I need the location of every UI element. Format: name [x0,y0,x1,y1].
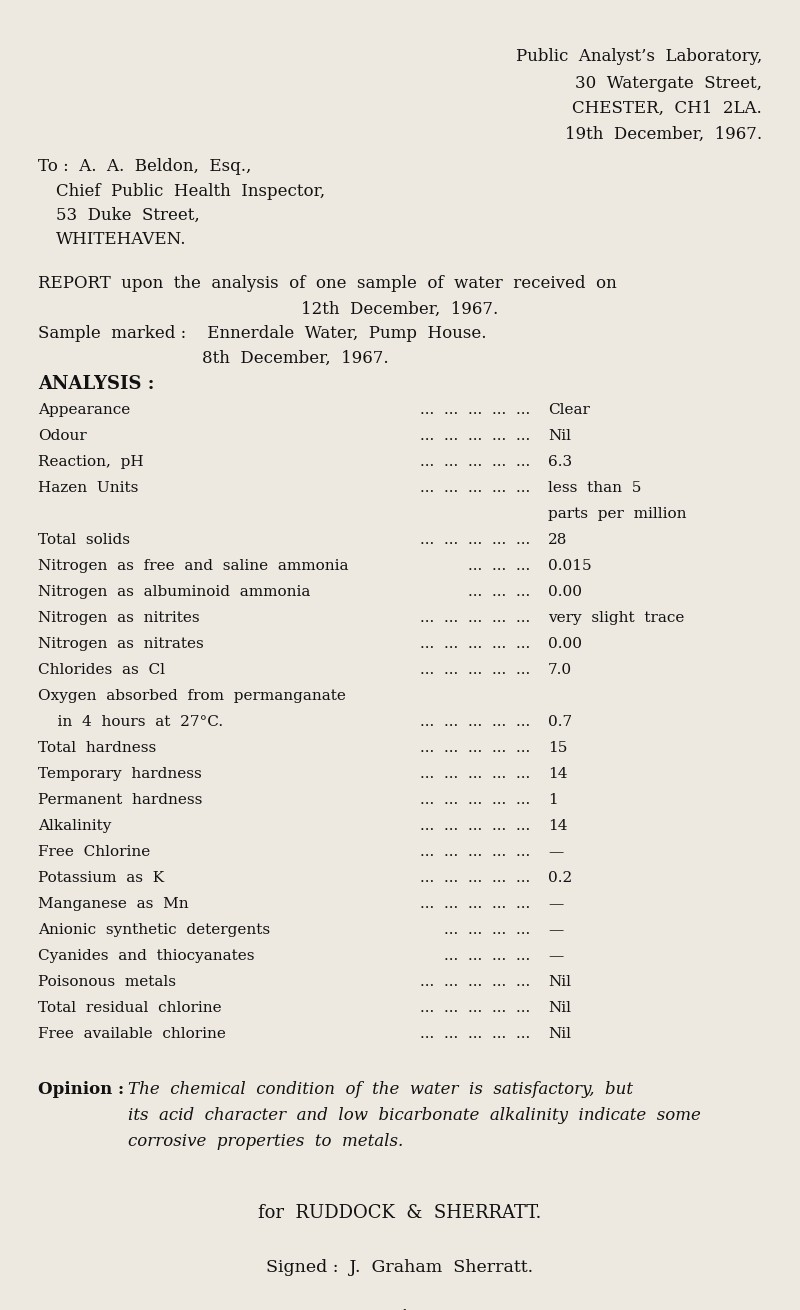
Text: 8th  December,  1967.: 8th December, 1967. [202,350,388,367]
Text: ...  ...  ...  ...  ...: ... ... ... ... ... [420,766,530,781]
Text: Permanent  hardness: Permanent hardness [38,793,202,807]
Text: ...  ...  ...  ...  ...: ... ... ... ... ... [420,428,530,443]
Text: Total  solids: Total solids [38,533,130,548]
Text: Anionic  synthetic  detergents: Anionic synthetic detergents [38,924,270,937]
Text: 12th  December,  1967.: 12th December, 1967. [302,301,498,318]
Text: WHITEHAVEN.: WHITEHAVEN. [56,231,186,248]
Text: Clear: Clear [548,403,590,417]
Text: Appearance: Appearance [38,403,130,417]
Text: —: — [548,924,563,937]
Text: Nil: Nil [548,428,571,443]
Text: 30  Watergate  Street,: 30 Watergate Street, [575,75,762,92]
Text: Sample  marked :    Ennerdale  Water,  Pump  House.: Sample marked : Ennerdale Water, Pump Ho… [38,325,486,342]
Text: REPORT  upon  the  analysis  of  one  sample  of  water  received  on: REPORT upon the analysis of one sample o… [38,275,617,292]
Text: 6.3: 6.3 [548,455,572,469]
Text: ...  ...  ...  ...  ...: ... ... ... ... ... [420,481,530,495]
Text: Nitrogen  as  albuminoid  ammonia: Nitrogen as albuminoid ammonia [38,586,310,599]
Text: ...  ...  ...  ...  ...: ... ... ... ... ... [420,455,530,469]
Text: 0.015: 0.015 [548,559,592,572]
Text: parts  per  million: parts per million [548,507,686,521]
Text: —: — [548,845,563,859]
Text: 1: 1 [548,793,558,807]
Text: Total  residual  chlorine: Total residual chlorine [38,1001,222,1015]
Text: Nitrogen  as  free  and  saline  ammonia: Nitrogen as free and saline ammonia [38,559,349,572]
Text: Free  available  chlorine: Free available chlorine [38,1027,226,1041]
Text: Signed :  J.  Graham  Sherratt.: Signed : J. Graham Sherratt. [266,1259,534,1276]
Text: ...  ...  ...  ...  ...: ... ... ... ... ... [420,741,530,755]
Text: corrosive  properties  to  metals.: corrosive properties to metals. [128,1133,403,1150]
Text: Chlorides  as  Cl: Chlorides as Cl [38,663,165,677]
Text: The  chemical  condition  of  the  water  is  satisfactory,  but: The chemical condition of the water is s… [128,1081,633,1098]
Text: its  acid  character  and  low  bicarbonate  alkalinity  indicate  some: its acid character and low bicarbonate a… [128,1107,701,1124]
Text: ...  ...  ...  ...  ...: ... ... ... ... ... [420,663,530,677]
Text: very  slight  trace: very slight trace [548,610,684,625]
Text: Hazen  Units: Hazen Units [38,481,138,495]
Text: Total  hardness: Total hardness [38,741,156,755]
Text: ...  ...  ...: ... ... ... [468,586,530,599]
Text: ...  ...  ...  ...  ...: ... ... ... ... ... [420,819,530,833]
Text: Potassium  as  K: Potassium as K [38,871,164,886]
Text: Alkalinity: Alkalinity [38,819,111,833]
Text: ...  ...  ...  ...  ...: ... ... ... ... ... [420,1001,530,1015]
Text: 53  Duke  Street,: 53 Duke Street, [56,207,200,224]
Text: 14: 14 [548,819,567,833]
Text: Poisonous  metals: Poisonous metals [38,975,176,989]
Text: To :  A.  A.  Beldon,  Esq.,: To : A. A. Beldon, Esq., [38,159,251,176]
Text: ...  ...  ...  ...  ...: ... ... ... ... ... [420,403,530,417]
Text: 0.00: 0.00 [548,586,582,599]
Text: Nitrogen  as  nitrates: Nitrogen as nitrates [38,637,204,651]
Text: less  than  5: less than 5 [548,481,642,495]
Text: Cyanides  and  thiocyanates: Cyanides and thiocyanates [38,948,254,963]
Text: Temporary  hardness: Temporary hardness [38,766,202,781]
Text: —: — [548,897,563,910]
Text: 19th  December,  1967.: 19th December, 1967. [565,126,762,143]
Text: ...  ...  ...  ...  ...: ... ... ... ... ... [420,715,530,728]
Text: ...  ...  ...  ...: ... ... ... ... [444,948,530,963]
Text: Chief  Public  Health  Inspector,: Chief Public Health Inspector, [56,183,325,200]
Text: ...  ...  ...  ...  ...: ... ... ... ... ... [420,975,530,989]
Text: ...  ...  ...  ...  ...: ... ... ... ... ... [420,610,530,625]
Text: ...  ...  ...  ...  ...: ... ... ... ... ... [420,897,530,910]
Text: Nil: Nil [548,975,571,989]
Text: ...  ...  ...  ...  ...: ... ... ... ... ... [420,793,530,807]
Text: Manganese  as  Mn: Manganese as Mn [38,897,189,910]
Text: Nil: Nil [548,1001,571,1015]
Text: Nil: Nil [548,1027,571,1041]
Text: ...  ...  ...  ...: ... ... ... ... [444,924,530,937]
Text: in  4  hours  at  27°C.: in 4 hours at 27°C. [38,715,223,728]
Text: ...  ...  ...  ...  ...: ... ... ... ... ... [420,871,530,886]
Text: 0.00: 0.00 [548,637,582,651]
Text: Public  Analyst’s  Laboratory,: Public Analyst’s Laboratory, [516,48,762,66]
Text: Free  Chlorine: Free Chlorine [38,845,150,859]
Text: —: — [548,948,563,963]
Text: ...  ...  ...  ...  ...: ... ... ... ... ... [420,533,530,548]
Text: 0.2: 0.2 [548,871,572,886]
Text: Odour: Odour [38,428,86,443]
Text: Oxygen  absorbed  from  permanganate: Oxygen absorbed from permanganate [38,689,346,703]
Text: Reaction,  pH: Reaction, pH [38,455,144,469]
Text: ANALYSIS :: ANALYSIS : [38,375,154,393]
Text: ...  ...  ...  ...  ...: ... ... ... ... ... [420,1027,530,1041]
Text: ...  ...  ...  ...  ...: ... ... ... ... ... [420,845,530,859]
Text: 14: 14 [548,766,567,781]
Text: for  RUDDOCK  &  SHERRATT.: for RUDDOCK & SHERRATT. [258,1204,542,1222]
Text: ...  ...  ...  ...  ...: ... ... ... ... ... [420,637,530,651]
Text: ...  ...  ...: ... ... ... [468,559,530,572]
Text: 7.0: 7.0 [548,663,572,677]
Text: 0.7: 0.7 [548,715,572,728]
Text: 15: 15 [548,741,567,755]
Text: 28: 28 [548,533,567,548]
Text: CHESTER,  CH1  2LA.: CHESTER, CH1 2LA. [572,100,762,117]
Text: Opinion :: Opinion : [38,1081,124,1098]
Text: Nitrogen  as  nitrites: Nitrogen as nitrites [38,610,200,625]
